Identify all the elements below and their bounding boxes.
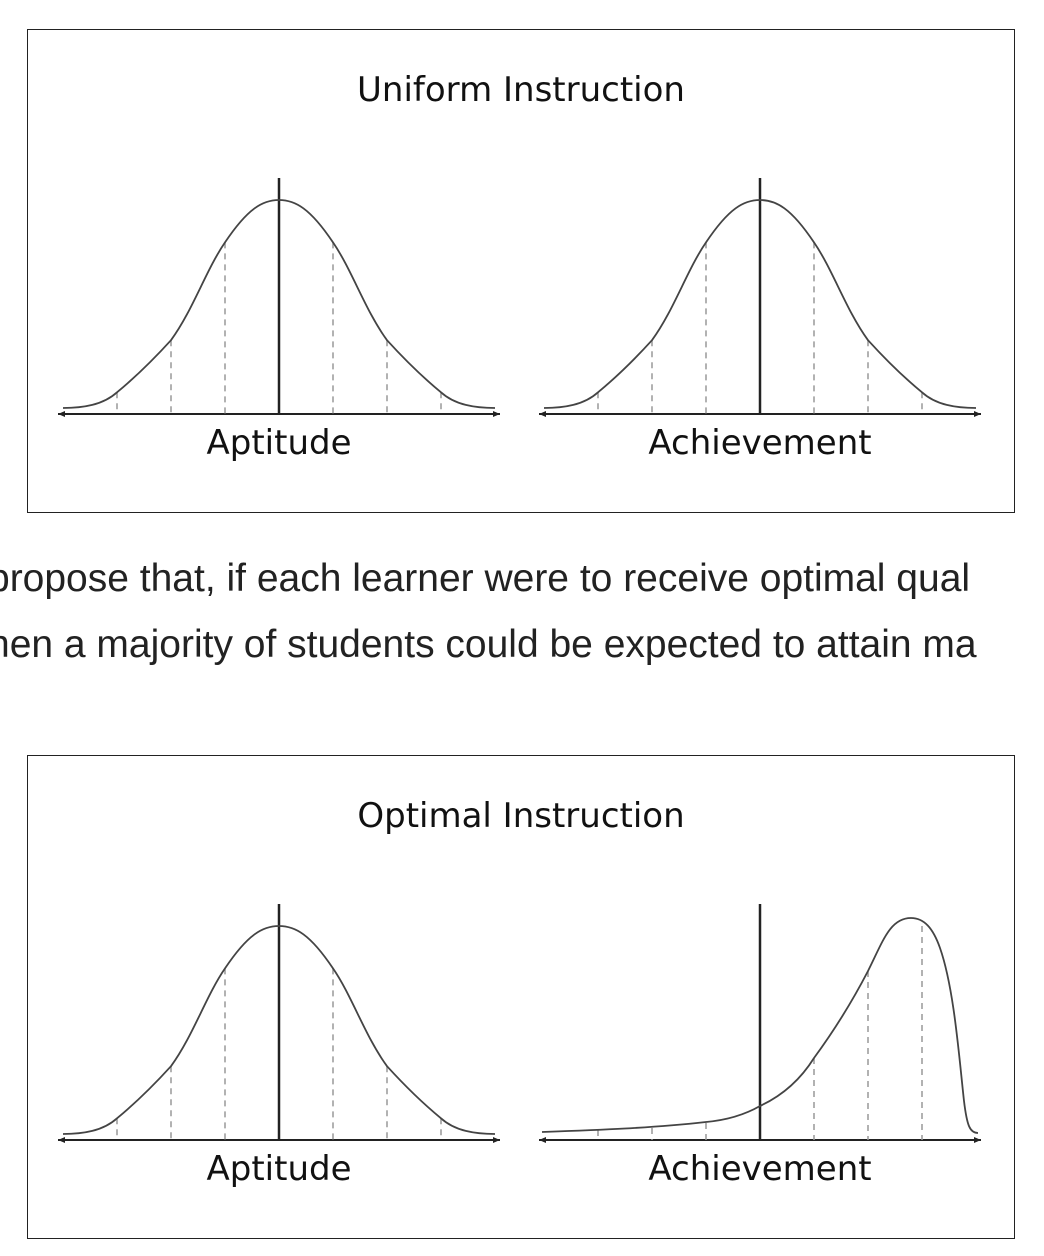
aptitude-normal-curve <box>62 925 496 1135</box>
achievement-sd-lines <box>597 926 923 1140</box>
optimal-instruction-figure: Optimal Instruction Aptitude Achievement <box>27 755 1015 1239</box>
achievement-normal-curve <box>543 199 977 409</box>
uniform-instruction-figure: Uniform Instruction Aptitude Achievement <box>27 29 1015 513</box>
aptitude-sd-lines <box>116 242 442 414</box>
optimal-instruction-diagram <box>58 904 981 1143</box>
aptitude-sd-lines <box>116 968 442 1140</box>
achievement-axis-arrow-right <box>974 1137 981 1143</box>
paragraph-line: propose that, if each learner were to re… <box>0 557 971 600</box>
achievement-axis-arrow-right <box>974 411 981 417</box>
figure-title: Optimal Instruction <box>357 796 685 836</box>
achievement-axis-arrow-left <box>539 1137 546 1143</box>
achievement-skewed-curve <box>541 917 979 1134</box>
achievement-axis-label: Achievement <box>648 423 872 463</box>
uniform-instruction-diagram <box>58 178 981 417</box>
achievement-axis-label: Achievement <box>648 1149 872 1189</box>
achievement-axis-arrow-left <box>539 411 546 417</box>
figure-title: Uniform Instruction <box>357 70 685 110</box>
aptitude-axis-label: Aptitude <box>206 1149 352 1189</box>
aptitude-axis-arrow-right <box>493 411 500 417</box>
aptitude-axis-arrow-right <box>493 1137 500 1143</box>
aptitude-axis-arrow-left <box>58 411 65 417</box>
paragraph-line: hen a majority of students could be expe… <box>0 623 977 666</box>
aptitude-axis-arrow-left <box>58 1137 65 1143</box>
achievement-sd-lines <box>597 242 923 414</box>
body-paragraph: propose that, if each learner were to re… <box>0 546 1044 678</box>
aptitude-normal-curve <box>62 199 496 409</box>
aptitude-axis-label: Aptitude <box>206 423 352 463</box>
